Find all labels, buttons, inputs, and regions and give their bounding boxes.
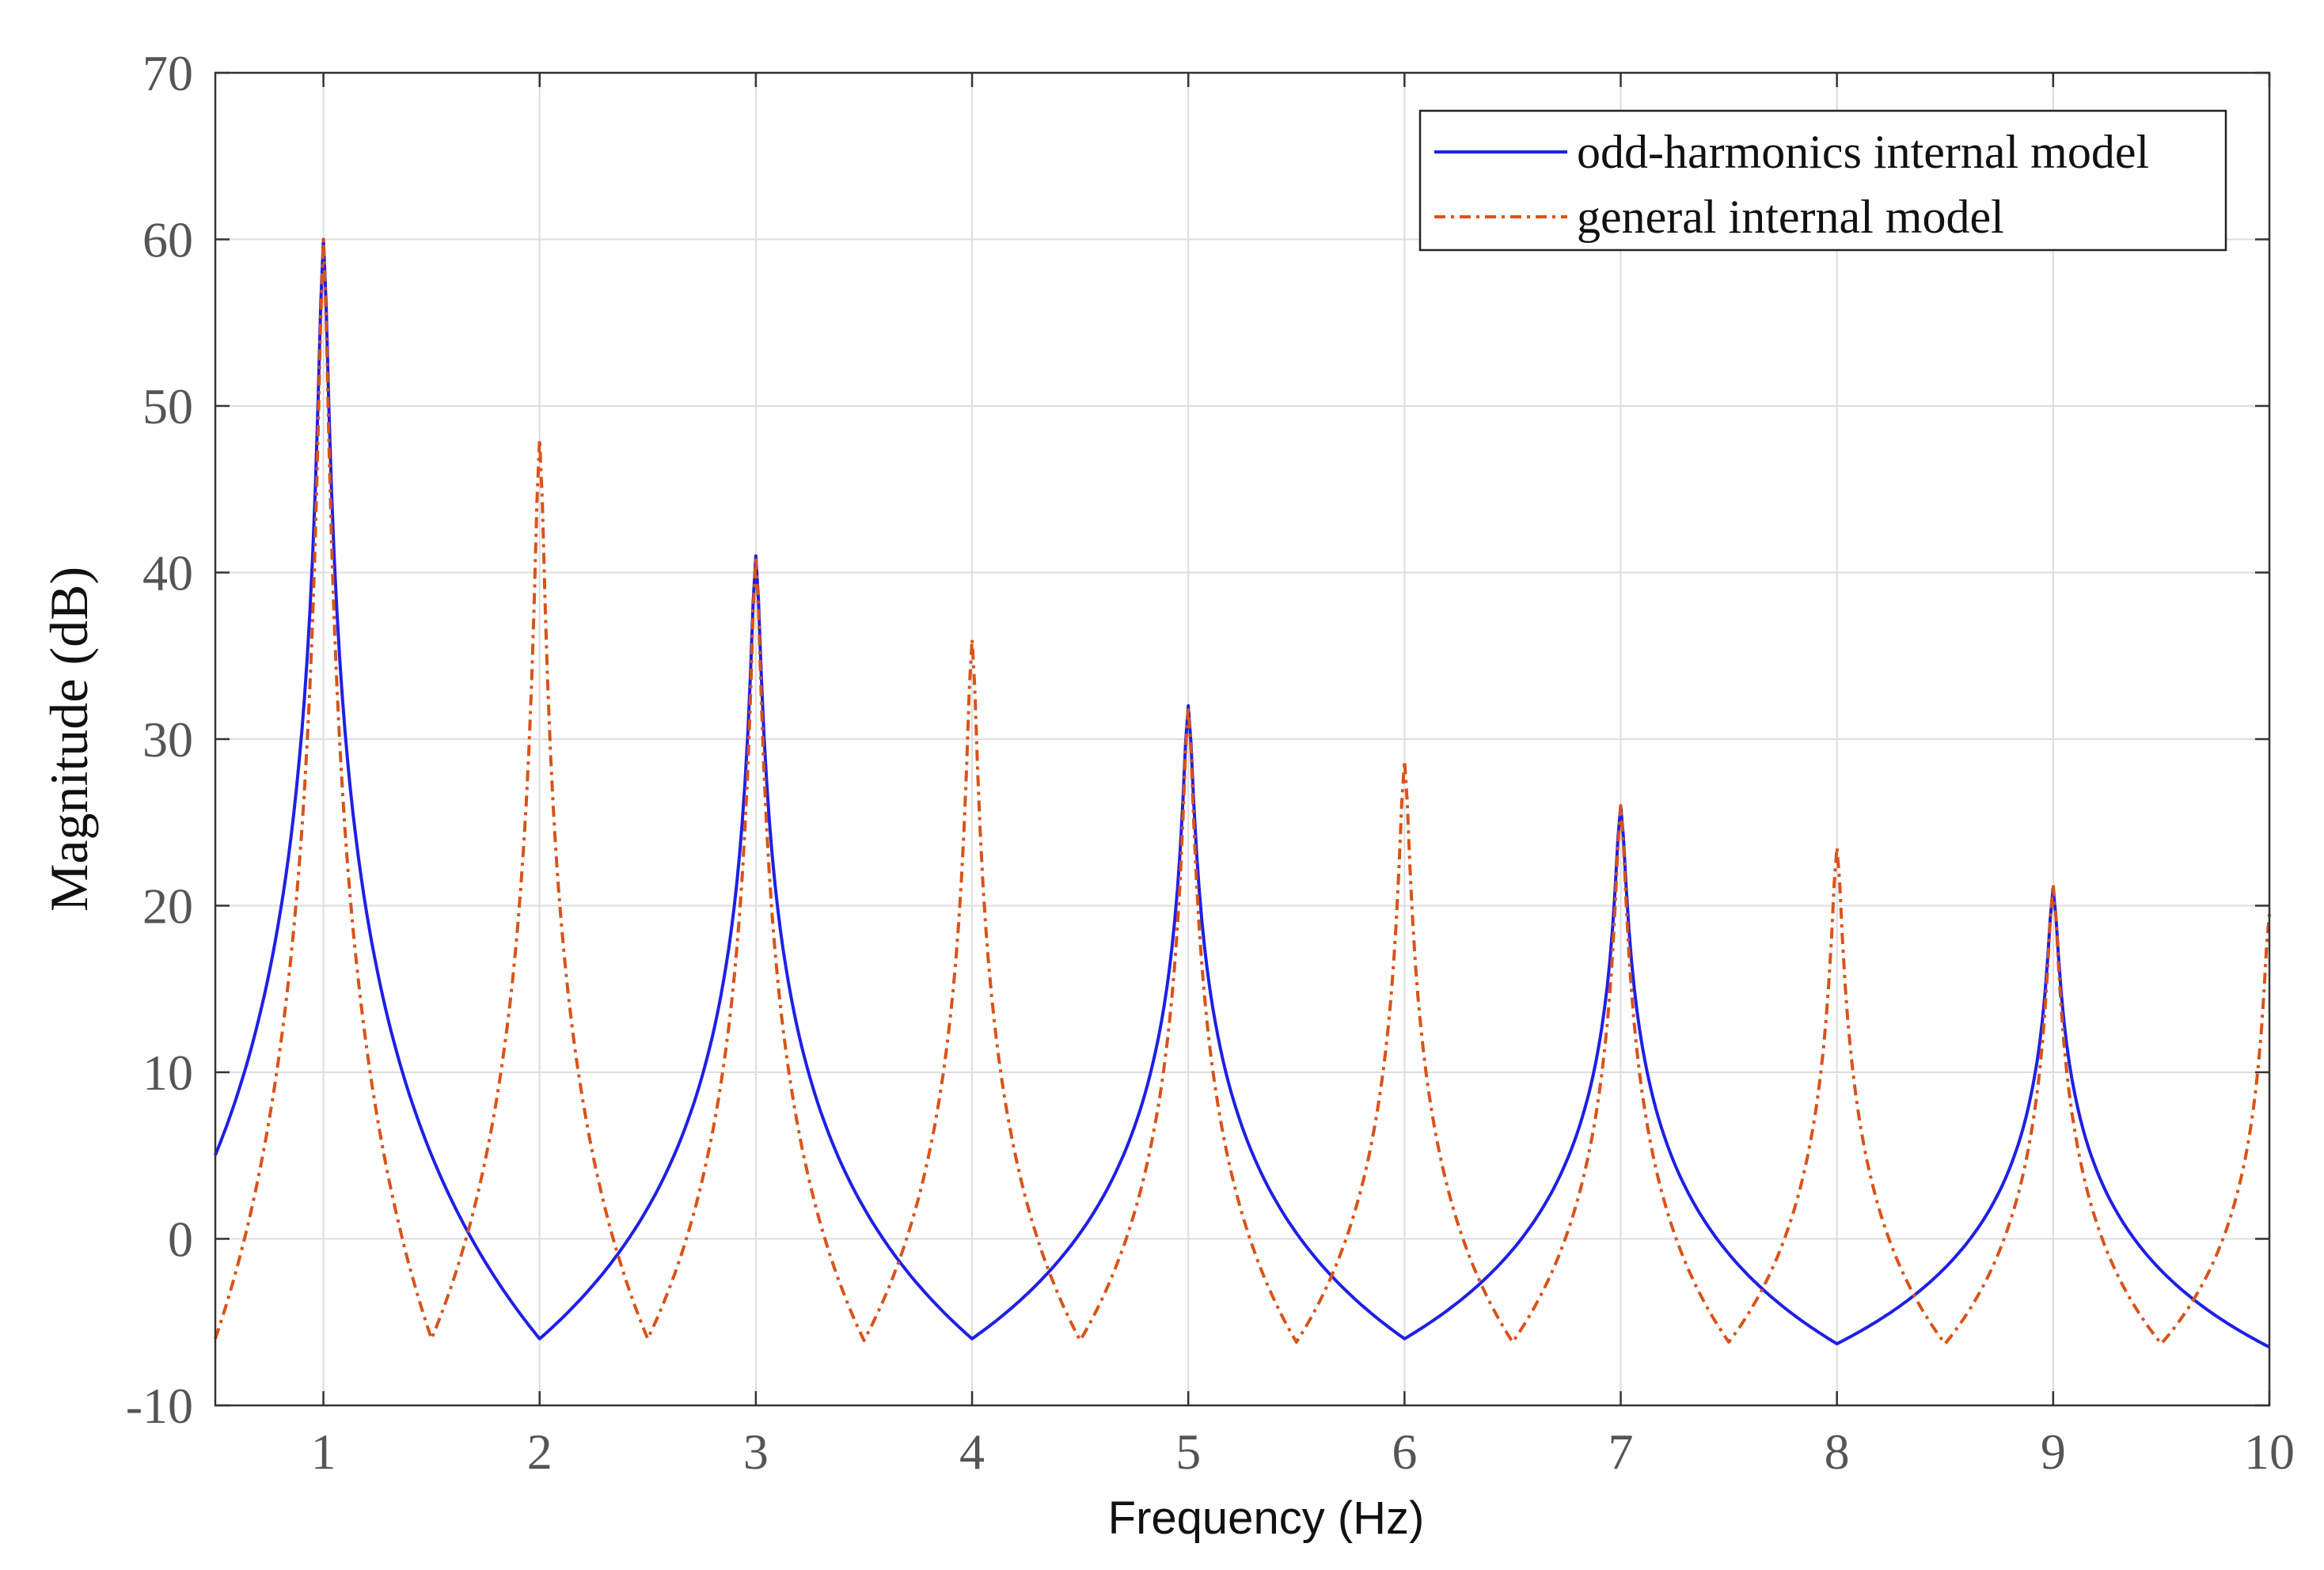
x-tick-label: 9 [2041,1424,2066,1480]
x-tick-label: 10 [2244,1424,2295,1480]
grid [215,72,2270,1406]
y-tick-label: -10 [126,1378,193,1434]
x-tick-label: 4 [959,1424,985,1480]
y-tick-label: 10 [142,1045,193,1101]
x-tick-label: 1 [311,1424,336,1480]
y-axis-title: Magnitude (dB) [39,567,99,912]
y-tick-label: 60 [142,212,193,268]
x-tick-label: 8 [1825,1424,1850,1480]
y-tick-label: 0 [168,1212,193,1268]
legend-label-odd-harmonics: odd-harmonics internal model [1577,126,2149,178]
y-tick-label: 50 [142,378,193,434]
legend-box [1418,109,2227,252]
axis-ticks: 1 2 3 4 5 6 7 8 9 10 -10 0 10 20 30 40 50 60 70 [126,45,2295,1480]
y-tick-label: 30 [142,711,193,768]
series-line-odd-harmonics [214,237,2270,1349]
x-tick-label: 3 [743,1424,769,1480]
x-axis-title: Frequency (Hz) [1108,1492,1425,1544]
legend-label-general: general internal model [1577,191,2004,243]
y-tick-label: 70 [142,45,193,101]
x-tick-label: 7 [1608,1424,1634,1480]
y-tick-label: 20 [142,878,193,935]
x-tick-label: 5 [1175,1424,1201,1480]
x-tick-label: 6 [1392,1424,1417,1480]
series-layer [214,237,2271,1349]
series-line-general [214,237,2271,1346]
x-tick-label: 2 [527,1424,553,1480]
y-tick-label: 40 [142,545,193,601]
legend: odd-harmonics internal model general int… [1418,109,2227,252]
